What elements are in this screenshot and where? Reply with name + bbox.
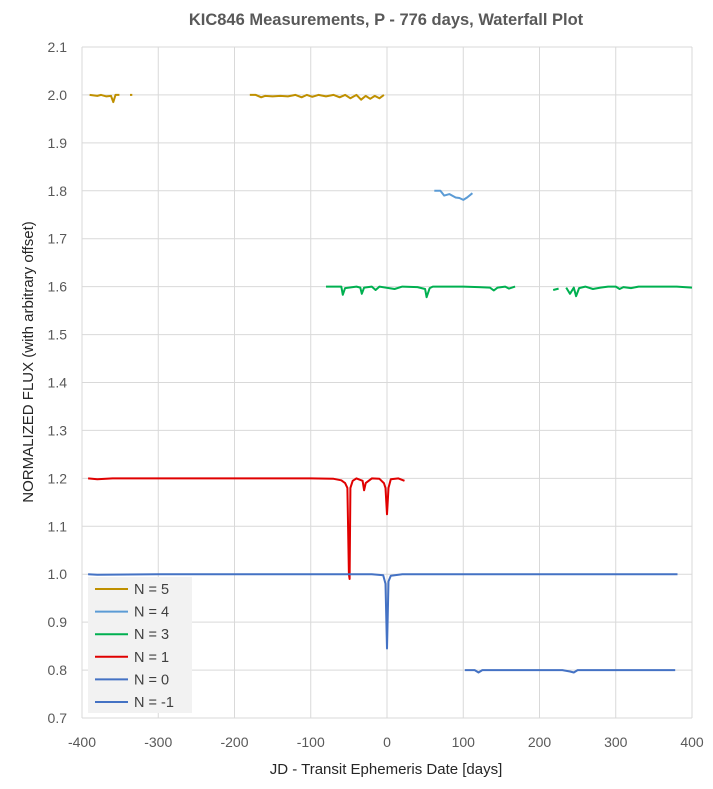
x-tick-label: -300	[144, 734, 172, 750]
x-tick-label: -400	[68, 734, 96, 750]
y-tick-label: 2.1	[48, 39, 68, 55]
y-tick-labels: 0.7 0.8 0.9 1.0 1.1 1.2 1.3 1.4 1.5 1.6 1.7 1.8 1.9 2…	[48, 39, 68, 726]
legend-entry: N = -1	[134, 695, 174, 711]
y-tick-label: 1.6	[48, 279, 68, 295]
y-tick-label: 2.0	[48, 87, 68, 103]
series-n-5-line	[249, 93, 385, 101]
series-lines	[88, 93, 693, 674]
y-tick-label: 0.9	[48, 614, 68, 630]
series-n-3-line	[326, 285, 516, 299]
y-tick-label: 1.1	[48, 518, 68, 534]
legend-entry: N = 5	[134, 582, 169, 598]
y-tick-label: 1.9	[48, 135, 68, 151]
y-tick-label: 0.7	[48, 710, 68, 726]
legend-entry: N = 0	[134, 672, 169, 688]
y-tick-label: 1.4	[48, 375, 68, 391]
legend-box	[88, 577, 192, 713]
x-tick-label: 200	[528, 734, 552, 750]
y-tick-label: 1.0	[48, 566, 68, 582]
x-tick-label: -100	[297, 734, 325, 750]
series-n-5-line	[89, 93, 120, 104]
x-tick-label: 100	[452, 734, 476, 750]
series-n-4-line	[434, 189, 474, 201]
x-tick-label: 300	[604, 734, 628, 750]
legend: N = 5 N = 4 N = 3 N = 1 N = 0 N = -1	[88, 577, 192, 713]
series-n-1-line	[464, 669, 676, 674]
y-axis-label: NORMALIZED FLUX (with arbitrary offset)	[20, 221, 37, 502]
x-axis-label: JD - Transit Ephemeris Date [days]	[270, 761, 503, 778]
y-tick-label: 0.8	[48, 662, 68, 678]
y-tick-label: 1.5	[48, 327, 68, 343]
x-tick-labels: -400 -300 -200 -100 0 100 200 300 400	[68, 734, 704, 750]
y-tick-label: 1.8	[48, 183, 68, 199]
legend-entry: N = 3	[134, 627, 169, 643]
y-tick-label: 1.2	[48, 470, 68, 486]
series-n-1-line	[88, 477, 405, 580]
legend-entry: N = 4	[134, 605, 169, 621]
series-n-0-line	[88, 573, 678, 650]
y-tick-label: 1.7	[48, 231, 68, 247]
x-tick-label: 400	[680, 734, 704, 750]
chart-title: KIC846 Measurements, P - 776 days, Water…	[189, 11, 584, 29]
y-tick-label: 1.3	[48, 422, 68, 438]
legend-entry: N = 1	[134, 650, 169, 666]
series-n-3-line	[565, 285, 693, 298]
x-tick-label: 0	[383, 734, 391, 750]
series-n-3-line	[552, 287, 559, 291]
x-tick-label: -200	[220, 734, 248, 750]
